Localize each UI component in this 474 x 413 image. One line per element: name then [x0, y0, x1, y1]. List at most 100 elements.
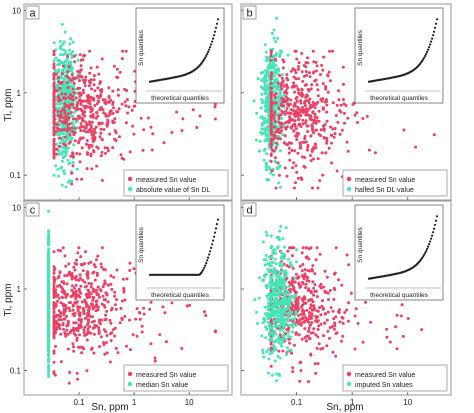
- point-measured: [170, 301, 174, 305]
- x-tick-label: 0.1: [291, 398, 303, 407]
- point-measured: [78, 91, 82, 95]
- point-substituted: [265, 120, 269, 124]
- point-measured: [114, 131, 118, 135]
- point-substituted: [60, 138, 64, 142]
- point-measured: [312, 293, 316, 297]
- point-measured: [63, 317, 67, 321]
- point-measured: [64, 306, 68, 310]
- point-measured: [299, 99, 303, 103]
- point-substituted: [72, 143, 76, 147]
- point-substituted: [281, 277, 285, 281]
- point-measured: [65, 324, 69, 328]
- point-substituted: [47, 372, 51, 376]
- point-substituted: [274, 348, 278, 352]
- point-measured: [83, 110, 87, 114]
- point-measured: [287, 146, 291, 150]
- point-measured: [66, 112, 70, 115]
- point-measured: [58, 270, 62, 274]
- point-measured: [124, 121, 128, 125]
- point-measured: [82, 331, 86, 334]
- point-measured: [287, 141, 291, 145]
- point-measured: [59, 249, 62, 253]
- point-measured: [87, 320, 90, 324]
- point-substituted: [62, 40, 66, 44]
- point-measured: [344, 104, 348, 108]
- point-measured: [128, 318, 131, 322]
- point-measured: [69, 330, 72, 334]
- point-measured: [91, 326, 95, 330]
- point-measured: [328, 336, 331, 340]
- point-substituted: [269, 234, 273, 238]
- point-measured: [81, 119, 85, 123]
- x-axis-label-left: Sn, ppm: [91, 402, 128, 413]
- point-measured: [334, 354, 338, 358]
- point-measured: [72, 54, 76, 58]
- point-measured: [280, 76, 284, 80]
- point-measured: [335, 103, 339, 107]
- qq-points: [367, 215, 439, 280]
- point-measured: [55, 152, 58, 156]
- point-measured: [295, 134, 299, 138]
- panel-letter: d: [246, 205, 252, 217]
- point-measured: [84, 305, 88, 309]
- point-substituted: [282, 93, 286, 97]
- point-substituted: [252, 99, 256, 103]
- point-substituted: [268, 261, 272, 264]
- point-measured: [316, 94, 320, 98]
- point-measured: [82, 91, 85, 95]
- point-measured: [303, 301, 307, 305]
- point-measured: [103, 352, 107, 356]
- point-substituted: [284, 353, 288, 357]
- point-measured: [281, 97, 285, 101]
- point-substituted: [265, 314, 269, 318]
- point-measured: [338, 132, 342, 136]
- point-measured: [111, 328, 115, 332]
- qq-point: [205, 54, 208, 58]
- point-measured: [315, 246, 319, 250]
- point-measured: [52, 73, 56, 76]
- point-measured: [325, 318, 329, 322]
- point-measured: [52, 82, 56, 86]
- point-measured: [63, 304, 67, 308]
- point-measured: [105, 124, 109, 128]
- point-measured: [333, 132, 337, 136]
- point-measured: [286, 143, 290, 147]
- point-measured: [60, 72, 64, 76]
- point-measured: [298, 141, 302, 145]
- point-measured: [283, 134, 287, 138]
- point-measured: [294, 97, 298, 101]
- point-measured: [80, 177, 84, 181]
- point-substituted: [67, 179, 71, 183]
- point-measured: [319, 97, 323, 101]
- point-measured: [302, 165, 306, 168]
- point-measured: [280, 82, 284, 86]
- point-measured: [298, 93, 302, 96]
- point-substituted: [66, 136, 70, 140]
- point-substituted: [270, 351, 274, 355]
- point-measured: [108, 318, 112, 322]
- point-measured: [63, 254, 67, 258]
- point-measured: [314, 333, 318, 337]
- y-tick-label: 10: [12, 203, 21, 212]
- point-measured: [52, 133, 56, 137]
- point-measured: [342, 102, 346, 106]
- point-measured: [294, 290, 298, 294]
- point-measured: [305, 318, 309, 321]
- point-measured: [100, 137, 104, 141]
- point-measured: [86, 276, 90, 280]
- point-measured: [92, 133, 96, 137]
- point-measured: [102, 341, 105, 345]
- point-substituted: [266, 267, 270, 271]
- point-substituted: [260, 98, 264, 102]
- point-measured: [340, 339, 343, 343]
- point-substituted: [63, 150, 67, 154]
- point-substituted: [60, 22, 64, 26]
- point-substituted: [265, 168, 269, 172]
- point-substituted: [286, 305, 290, 309]
- point-substituted: [280, 50, 283, 54]
- point-measured: [290, 351, 294, 355]
- point-measured: [52, 311, 56, 314]
- point-measured: [92, 332, 96, 336]
- point-measured: [300, 52, 304, 55]
